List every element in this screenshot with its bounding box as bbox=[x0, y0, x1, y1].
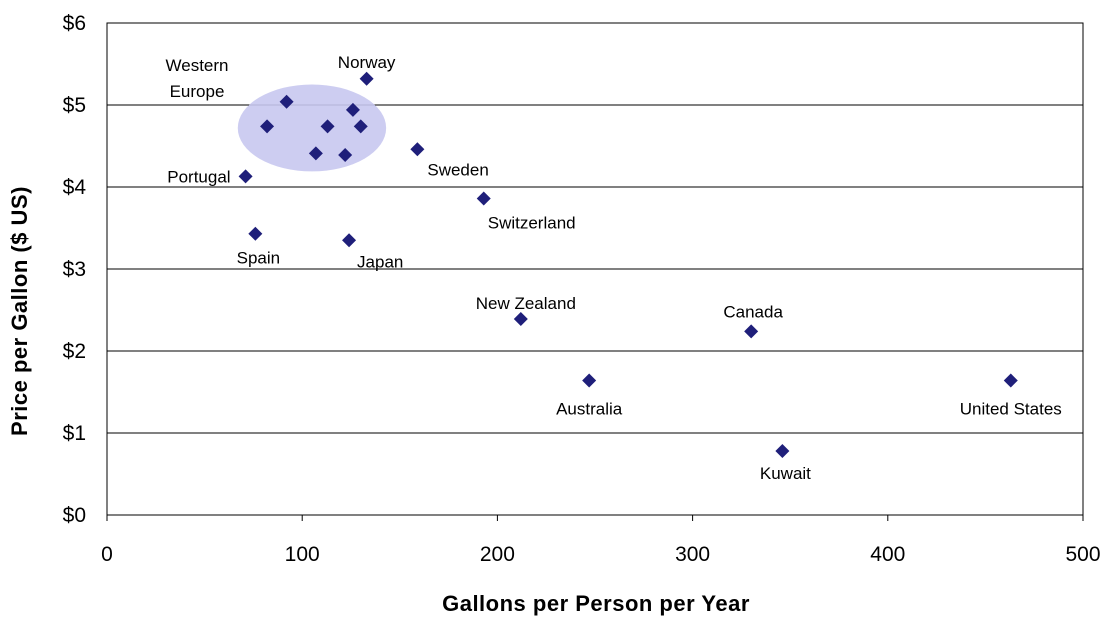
x-tick-label: 0 bbox=[101, 543, 113, 566]
highlight-label-line-1: Western bbox=[166, 56, 229, 75]
highlight-region: Western Europe bbox=[166, 56, 387, 172]
x-tick-label: 100 bbox=[285, 543, 320, 566]
point-label-switzerland: Switzerland bbox=[488, 213, 576, 232]
data-point-sweden bbox=[410, 142, 425, 157]
gridlines bbox=[106, 22, 1084, 521]
highlight-label-line-2: Europe bbox=[170, 82, 225, 101]
y-tick-label: $5 bbox=[63, 94, 86, 117]
x-tick-label: 500 bbox=[1065, 543, 1100, 566]
x-tick-label: 300 bbox=[675, 543, 710, 566]
point-label-new-zealand: New Zealand bbox=[476, 294, 576, 313]
data-point-australia bbox=[582, 373, 597, 388]
tick-labels: $0 $1 $2 $3 $4 $5 $6 0 100 200 300 400 500 bbox=[63, 12, 1101, 566]
data-point-norway bbox=[359, 71, 374, 86]
point-label-canada: Canada bbox=[723, 302, 783, 321]
data-point-spain bbox=[248, 226, 263, 241]
y-tick-label: $2 bbox=[63, 340, 86, 363]
data-point-5 bbox=[353, 119, 368, 134]
data-point-2 bbox=[345, 102, 360, 117]
point-label-united-states: United States bbox=[960, 400, 1062, 419]
y-tick-label: $1 bbox=[63, 422, 86, 445]
point-label-japan: Japan bbox=[357, 252, 403, 271]
point-label-norway: Norway bbox=[338, 53, 396, 72]
data-point-united-states bbox=[1003, 373, 1018, 388]
data-point-3 bbox=[260, 119, 275, 134]
data-point-kuwait bbox=[775, 444, 790, 459]
point-label-australia: Australia bbox=[556, 400, 623, 419]
data-point-japan bbox=[342, 233, 357, 248]
plot-border bbox=[106, 22, 1084, 516]
data-point-switzerland bbox=[476, 191, 491, 206]
point-label-portugal: Portugal bbox=[167, 167, 230, 186]
point-labels: Norway Sweden Portugal Switzerland Spain Japa… bbox=[167, 53, 1062, 483]
y-axis-title: Price per Gallon ($ US) bbox=[7, 186, 32, 436]
data-point-canada bbox=[744, 324, 759, 339]
data-point-4 bbox=[320, 119, 335, 134]
data-point-7 bbox=[338, 148, 353, 163]
data-point-1 bbox=[279, 94, 294, 109]
point-label-kuwait: Kuwait bbox=[760, 464, 811, 483]
x-tick-label: 200 bbox=[480, 543, 515, 566]
y-tick-label: $6 bbox=[63, 12, 86, 35]
x-tick-label: 400 bbox=[870, 543, 905, 566]
y-tick-label: $3 bbox=[63, 258, 86, 281]
data-point-6 bbox=[308, 146, 323, 161]
x-axis-title: Gallons per Person per Year bbox=[442, 591, 750, 616]
point-label-spain: Spain bbox=[237, 249, 280, 268]
data-point-new-zealand bbox=[513, 312, 528, 327]
y-tick-label: $0 bbox=[63, 504, 86, 527]
western-europe-highlight bbox=[237, 84, 387, 172]
data-points bbox=[238, 71, 1018, 459]
y-tick-label: $4 bbox=[63, 176, 87, 199]
point-label-sweden: Sweden bbox=[427, 160, 488, 179]
data-point-portugal bbox=[238, 169, 253, 184]
